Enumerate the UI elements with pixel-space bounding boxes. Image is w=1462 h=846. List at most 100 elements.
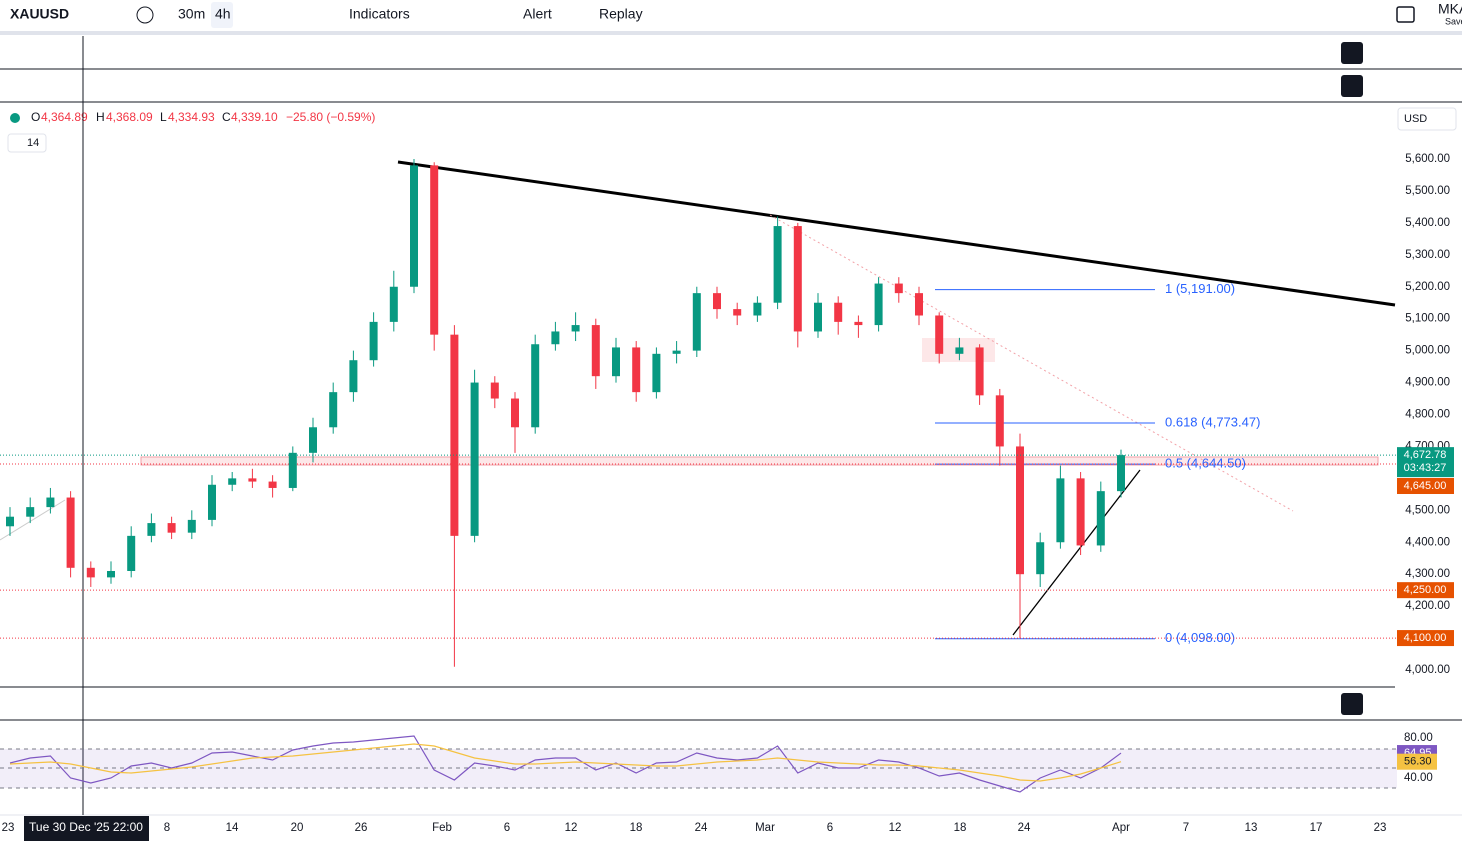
interval[interactable]: 4h	[215, 6, 231, 22]
x-tick-label: 24	[1018, 822, 1031, 834]
y-tick-label: 4,900.00	[1405, 377, 1450, 389]
candle-body	[349, 360, 358, 393]
y-tick-label: 5,400.00	[1405, 217, 1450, 229]
x-tick-label: 14	[226, 822, 239, 834]
market-status	[10, 113, 20, 123]
fib-label: 0.5 (4,644.50)	[1165, 456, 1246, 471]
add-symbol[interactable]	[136, 6, 154, 24]
pane-button[interactable]	[1341, 75, 1363, 97]
symbol[interactable]: XAUUSD	[10, 6, 69, 22]
candle-body	[713, 293, 721, 310]
pane-button[interactable]	[1341, 42, 1363, 64]
candle-body	[854, 321, 863, 326]
y-tick-label: 4,200.00	[1405, 600, 1450, 612]
candle-body	[1096, 491, 1105, 546]
candle-body	[268, 481, 277, 488]
y-tick-label: 5,000.00	[1405, 345, 1450, 357]
price-label-box	[1397, 478, 1454, 495]
toolbar	[0, 0, 1462, 30]
candle-body	[127, 535, 136, 571]
y-tick-label: 5,100.00	[1405, 313, 1450, 325]
rsi-line	[9, 743, 1122, 782]
legend-label: L	[160, 110, 167, 124]
x-tick-label: 17	[1310, 822, 1323, 834]
y-tick-label: 5,300.00	[1405, 249, 1450, 261]
x-tick-label: Mar	[755, 822, 775, 834]
x-tick-label: 12	[565, 822, 578, 834]
rsi-value-label: 56.30	[1404, 756, 1432, 768]
x-tick-label: 13	[1245, 822, 1258, 834]
candle-body	[107, 570, 115, 578]
price-label: 4,250.00	[1404, 584, 1447, 596]
legend-label: H	[96, 110, 105, 124]
x-tick-label: 18	[630, 822, 643, 834]
x-tick-label: 7	[1183, 822, 1189, 834]
y-tick-label: 4,000.00	[1405, 664, 1450, 676]
candle-body	[470, 382, 479, 536]
legend-label: C	[222, 110, 231, 124]
candle-body	[208, 484, 216, 520]
x-tick-label: 20	[291, 822, 304, 834]
price-label-box	[1397, 582, 1454, 599]
candle-body	[551, 331, 560, 345]
candle-body	[450, 334, 459, 536]
candle-body	[571, 325, 580, 332]
legend-change: −25.80 (−0.59%)	[286, 110, 375, 124]
x-tick-label: 12	[889, 822, 902, 834]
candle-body	[632, 347, 641, 393]
nav-buttons[interactable]	[628, 786, 796, 810]
x-tick-label: 24	[695, 822, 708, 834]
rsi-tick-label: 40.00	[1404, 772, 1433, 784]
alert-button[interactable]: Alert	[523, 6, 552, 22]
trend-line	[397, 160, 1396, 307]
candle-body	[187, 519, 196, 533]
fib-label: 0.618 (4,773.47)	[1165, 414, 1260, 429]
chart-layer: 5,600.00 5,500.00 5,400.00 5,300.00 5,200.00…	[0, 153, 1454, 834]
trend-line	[769, 214, 1294, 512]
candle-body	[26, 507, 35, 517]
candle-body	[410, 165, 418, 287]
candle-body	[430, 165, 439, 335]
candle-body	[753, 302, 762, 316]
y-tick-label: 4,500.00	[1405, 504, 1450, 516]
legend-value: 4,339.10	[231, 110, 278, 124]
pane-button[interactable]	[1341, 693, 1363, 715]
candle-body	[531, 344, 540, 428]
legend-label: O	[31, 110, 40, 124]
candle-body	[1056, 478, 1065, 543]
rsi-tick-label: 80.00	[1404, 732, 1433, 744]
x-tick-label: 23	[1374, 822, 1387, 834]
interval[interactable]: 30m	[178, 6, 205, 22]
indicators-button[interactable]: Indicators	[349, 6, 410, 22]
length-badge[interactable]	[7, 133, 47, 153]
x-tick-label: 18	[954, 822, 967, 834]
y-tick-label: 5,600.00	[1405, 153, 1450, 165]
save-button[interactable]: Save	[1445, 16, 1462, 26]
candle-body	[733, 309, 742, 316]
layout-button[interactable]	[1396, 6, 1415, 23]
candle-body	[1036, 542, 1045, 575]
user-name[interactable]: MKA	[1438, 1, 1462, 17]
length-value: 14	[27, 137, 39, 149]
candle-body	[834, 302, 843, 322]
candle-body	[288, 452, 297, 488]
candle-body	[147, 523, 156, 536]
currency-select[interactable]	[1397, 107, 1457, 131]
legend-value: 4,364.89	[41, 110, 88, 124]
candle-body	[672, 350, 681, 354]
replay-button[interactable]: Replay	[599, 6, 643, 22]
currency[interactable]: USD	[1404, 113, 1427, 125]
y-tick-label: 5,500.00	[1405, 185, 1450, 197]
x-tick-label: 6	[504, 822, 510, 834]
y-tick-label: 5,200.00	[1405, 281, 1450, 293]
last-price-box	[1397, 447, 1454, 478]
rsi-line	[9, 735, 1122, 793]
candle-body	[773, 226, 782, 303]
y-tick-label: 4,300.00	[1405, 568, 1450, 580]
candle-body	[612, 347, 620, 377]
candle-body	[995, 395, 1004, 447]
candle-body	[935, 315, 944, 354]
price-label-box	[1397, 630, 1454, 647]
crosshair-label: Tue 30 Dec '25 22:00	[29, 820, 143, 834]
